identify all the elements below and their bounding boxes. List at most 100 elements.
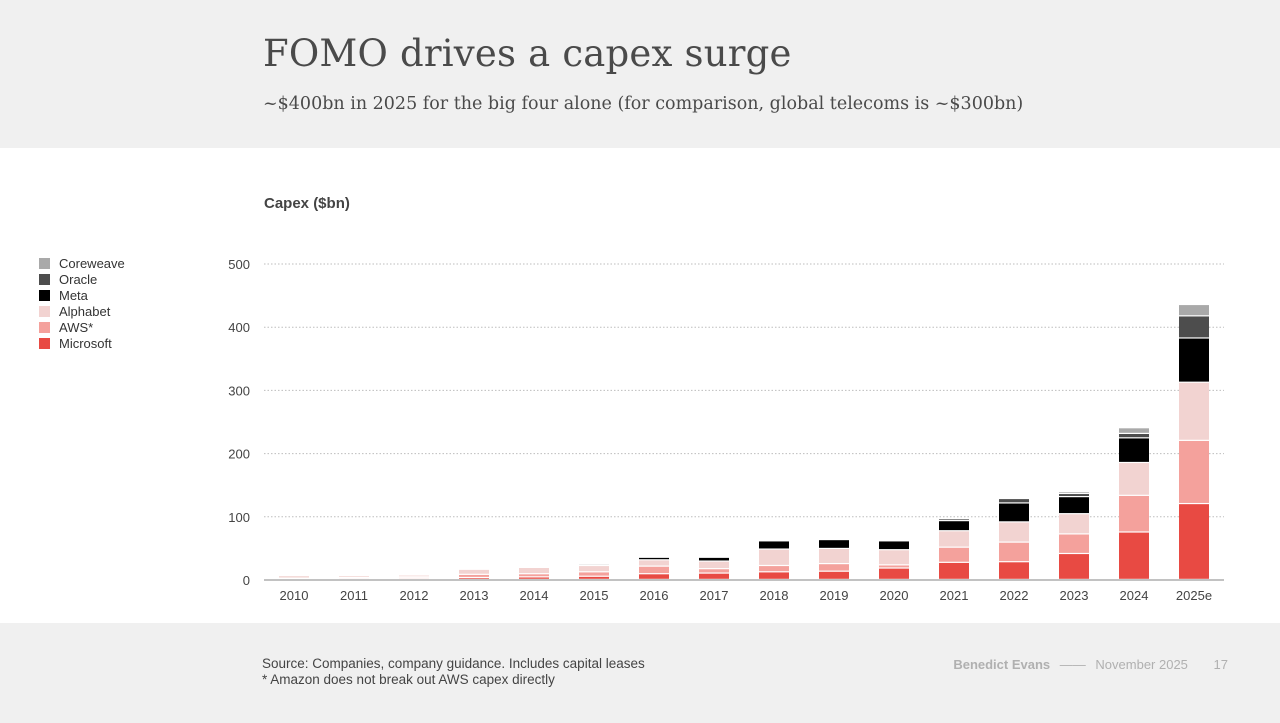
bar-segment-alphabet (339, 576, 369, 577)
x-tick-label: 2014 (520, 588, 549, 603)
bar-segment-microsoft (999, 562, 1029, 579)
legend-swatch (39, 305, 50, 317)
y-tick-label: 500 (228, 257, 250, 272)
bar-segment-aws (879, 565, 909, 568)
bar-segment-microsoft (459, 578, 489, 579)
bar-segment-microsoft (699, 573, 729, 579)
author-name: Benedict Evans (953, 657, 1051, 672)
bar-segment-oracle (1119, 434, 1149, 438)
legend-item: Alphabet (39, 303, 125, 319)
bar-segment-oracle (1179, 316, 1209, 338)
header: FOMO drives a capex surge ~$400bn in 202… (0, 0, 1280, 148)
bar-segment-coreweave (1119, 428, 1149, 433)
x-tick-label: 2021 (940, 588, 969, 603)
x-tick-label: 2025e (1176, 588, 1212, 603)
bar-segment-microsoft (759, 572, 789, 579)
credit-date: November 2025 (1095, 657, 1188, 672)
bar-segment-microsoft (579, 576, 609, 579)
x-tick-label: 2023 (1060, 588, 1089, 603)
x-tick-label: 2019 (820, 588, 849, 603)
bar-segment-microsoft (1059, 554, 1089, 579)
source-line: Source: Companies, company guidance. Inc… (262, 656, 645, 671)
y-axis-label: Capex ($bn) (264, 195, 350, 212)
legend-label: Microsoft (59, 335, 112, 351)
y-tick-label: 0 (243, 573, 250, 588)
x-tick-label: 2011 (340, 588, 368, 603)
bar-segment-oracle (1059, 494, 1089, 497)
legend-swatch (39, 321, 50, 333)
x-tick-label: 2024 (1120, 588, 1149, 603)
bar-segment-meta (999, 503, 1029, 522)
bar-segment-aws (1119, 495, 1149, 532)
bar-segment-alphabet (699, 561, 729, 569)
bar-segment-aws (519, 574, 549, 577)
legend-swatch (39, 257, 50, 269)
bar-segment-aws (459, 574, 489, 577)
source-note: Source: Companies, company guidance. Inc… (262, 656, 645, 688)
x-tick-label: 2012 (400, 588, 429, 603)
legend: Coreweave Oracle Meta Alphabet AWS* Microsoft (39, 255, 125, 351)
bar-segment-meta (939, 521, 969, 531)
legend-label: Alphabet (59, 303, 111, 319)
x-tick-label: 2022 (1000, 588, 1029, 603)
bar-segment-aws (759, 566, 789, 572)
x-tick-label: 2015 (580, 588, 609, 603)
bar-segment-alphabet (999, 522, 1029, 542)
legend-swatch (39, 273, 50, 285)
bar-segment-aws (579, 572, 609, 576)
bar-segment-meta (759, 541, 789, 549)
page-subtitle: ~$400bn in 2025 for the big four alone (… (263, 94, 1024, 114)
legend-swatch (39, 337, 50, 349)
bar-segment-oracle (939, 519, 969, 521)
bar-segment-meta (879, 541, 909, 550)
x-tick-label: 2017 (700, 588, 729, 603)
y-tick-label: 100 (228, 510, 250, 525)
bar-segment-alphabet (1119, 463, 1149, 495)
bar-segment-microsoft (519, 577, 549, 579)
y-tick-label: 400 (228, 320, 250, 335)
bar-segment-meta (819, 540, 849, 548)
y-tick-label: 300 (228, 383, 250, 398)
bar-segment-microsoft (819, 571, 849, 579)
bar-segment-microsoft (939, 562, 969, 579)
x-tick-label: 2013 (460, 588, 489, 603)
bar-segment-meta (1119, 438, 1149, 462)
page-number: 17 (1213, 657, 1228, 672)
bar-segment-aws (819, 564, 849, 571)
bar-segment-coreweave (1179, 305, 1209, 316)
bar-segment-alphabet (759, 549, 789, 565)
bar-segment-alphabet (639, 560, 669, 566)
legend-item: Meta (39, 287, 125, 303)
legend-label: AWS* (59, 319, 94, 335)
bar-segment-alphabet (819, 549, 849, 563)
legend-item: AWS* (39, 319, 125, 335)
legend-label: Oracle (59, 271, 98, 287)
footer (0, 623, 1280, 723)
bar-segment-aws (1059, 534, 1089, 553)
bar-segment-alphabet (1059, 514, 1089, 534)
bar-segment-alphabet (579, 566, 609, 572)
bar-segment-alphabet (519, 567, 549, 574)
aws-footnote: * Amazon does not break out AWS capex di… (262, 672, 555, 687)
legend-item: Oracle (39, 271, 125, 287)
credit: Benedict Evans —— November 2025 17 (953, 657, 1228, 672)
legend-item: Coreweave (39, 255, 125, 271)
bar-segment-meta (1179, 338, 1209, 382)
x-tick-label: 2010 (280, 588, 309, 603)
legend-label: Coreweave (59, 255, 125, 271)
credit-separator: —— (1059, 657, 1086, 672)
bar-segment-microsoft (879, 568, 909, 579)
bar-segment-oracle (999, 499, 1029, 503)
legend-item: Microsoft (39, 335, 125, 351)
stacked-bar-chart: 0 100 200 300 400 500 2010 2011 2012 2013 2014 2015… (228, 257, 1224, 603)
bar-segment-aws (1179, 440, 1209, 503)
bar-segment-coreweave (1059, 492, 1089, 493)
legend-label: Meta (59, 287, 88, 303)
x-tick-label: 2020 (880, 588, 909, 603)
bar-segment-aws (999, 542, 1029, 562)
bar-segment-alphabet (879, 550, 909, 565)
bar-segment-aws (939, 547, 969, 562)
bar-segment-alphabet (399, 575, 429, 577)
bar-segment-microsoft (1119, 532, 1149, 579)
x-tick-label: 2016 (640, 588, 669, 603)
